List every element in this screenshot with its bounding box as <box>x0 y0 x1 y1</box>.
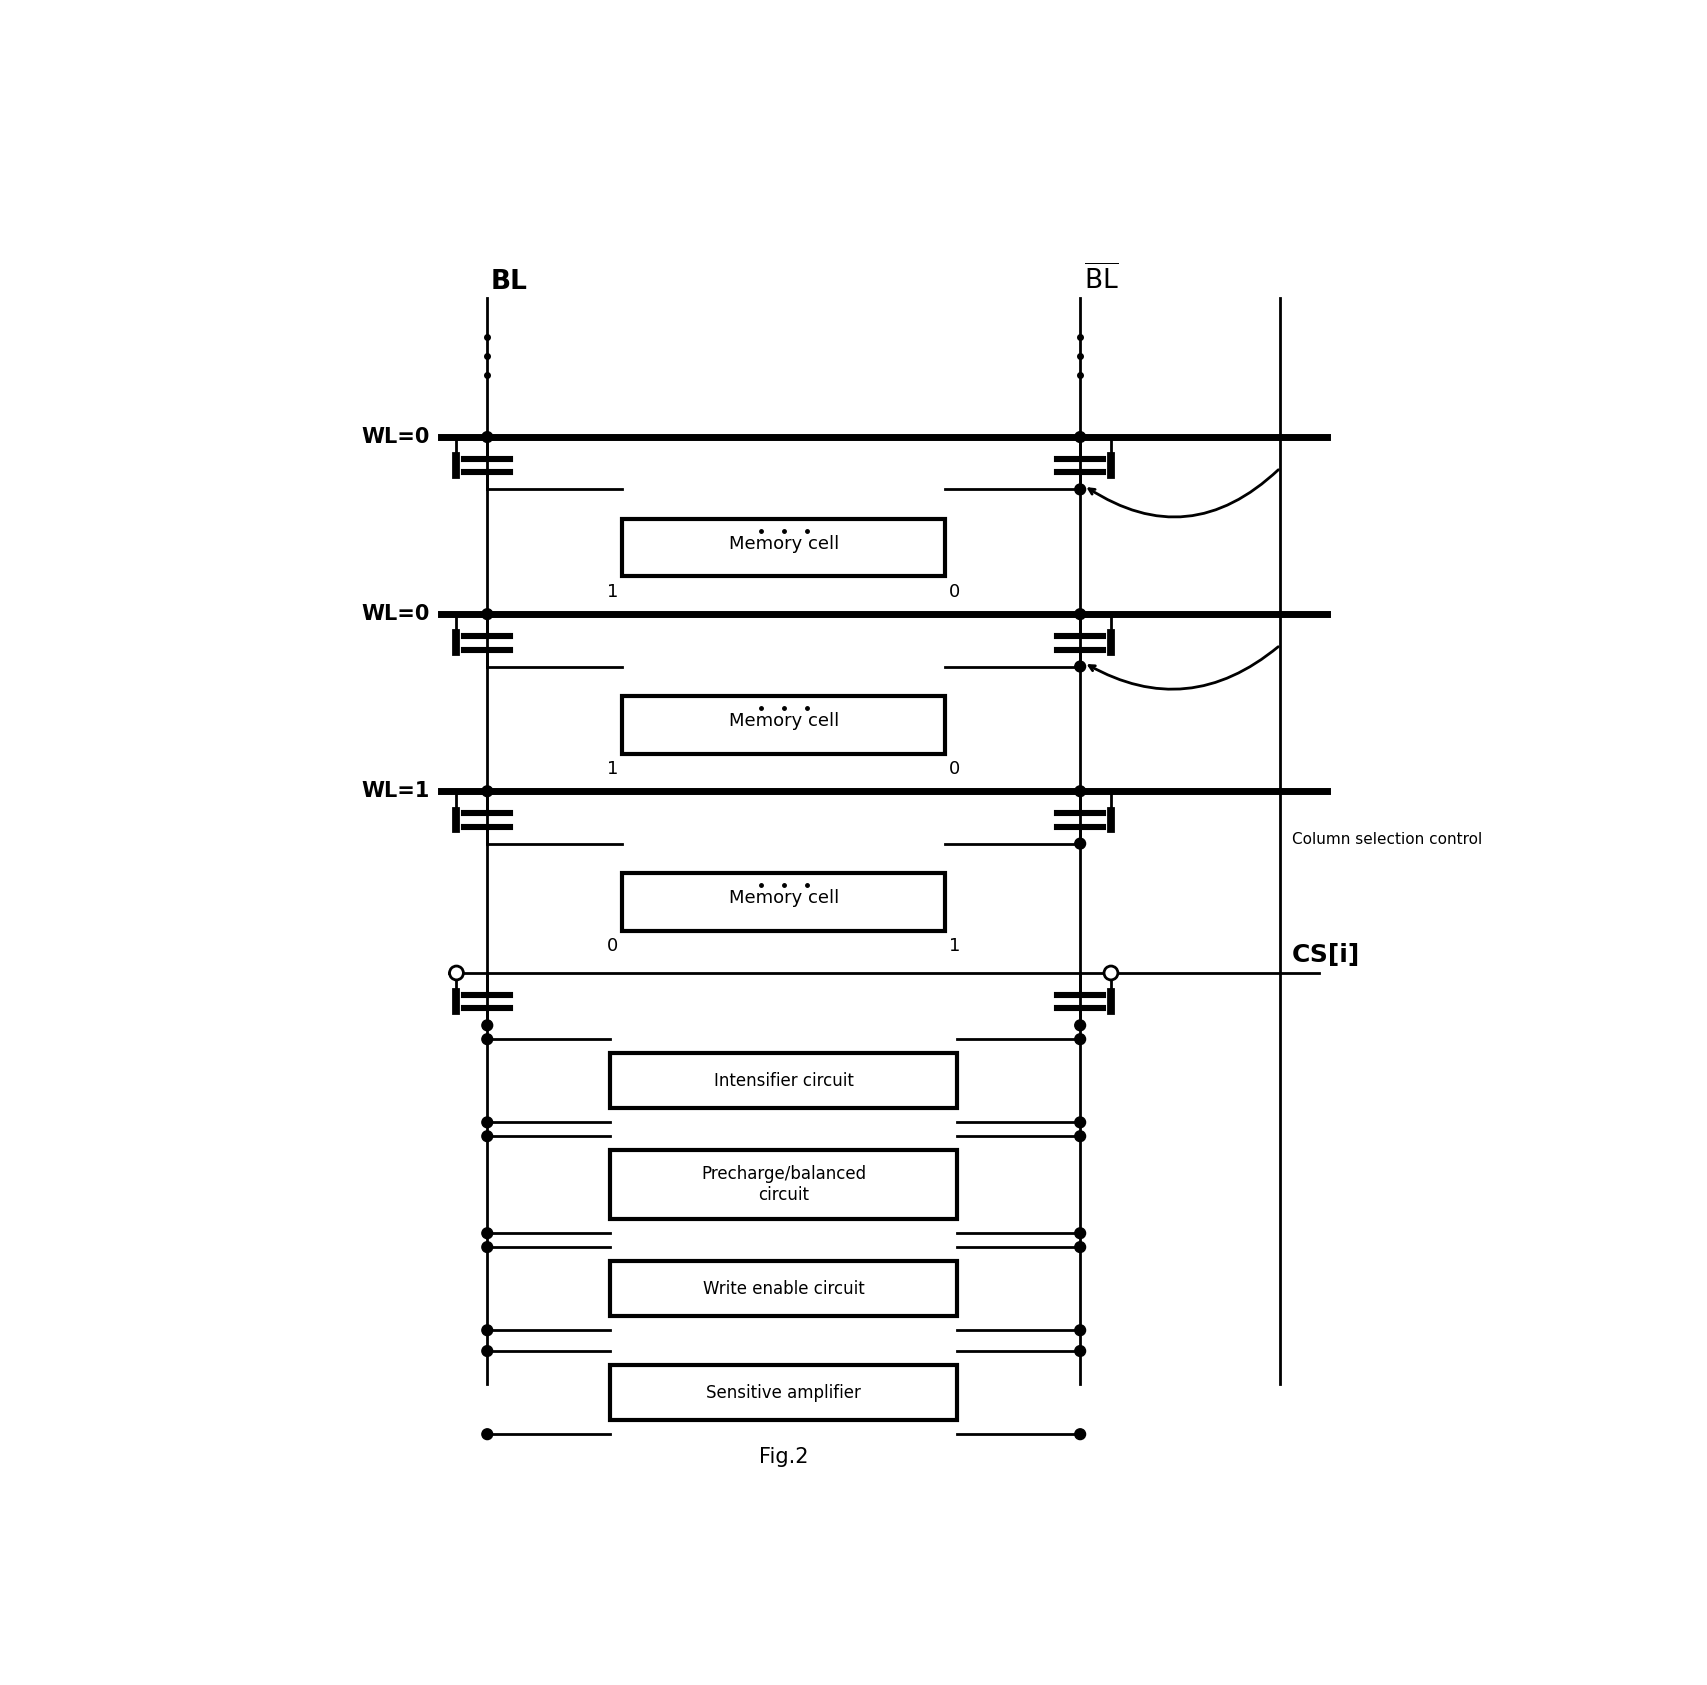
Text: Sensitive amplifier: Sensitive amplifier <box>707 1383 860 1402</box>
Text: Memory cell: Memory cell <box>729 534 838 553</box>
Circle shape <box>1074 608 1086 620</box>
Text: Memory cell: Memory cell <box>729 890 838 907</box>
Text: 0: 0 <box>949 583 959 600</box>
Circle shape <box>481 1429 492 1439</box>
Circle shape <box>481 431 492 443</box>
Circle shape <box>481 1117 492 1127</box>
Circle shape <box>1074 1117 1086 1127</box>
Circle shape <box>481 608 492 620</box>
Bar <box>609 1365 956 1420</box>
Text: WL=1: WL=1 <box>360 782 428 802</box>
Circle shape <box>481 1131 492 1142</box>
Circle shape <box>481 1346 492 1356</box>
Circle shape <box>1074 661 1086 672</box>
Text: Intensifier circuit: Intensifier circuit <box>714 1072 854 1090</box>
Circle shape <box>449 966 463 981</box>
Circle shape <box>1074 1429 1086 1439</box>
Circle shape <box>1074 1228 1086 1238</box>
Text: Memory cell: Memory cell <box>729 711 838 730</box>
Circle shape <box>1074 431 1086 443</box>
Circle shape <box>481 785 492 797</box>
Text: 1: 1 <box>606 760 618 778</box>
Text: CS[i]: CS[i] <box>1290 944 1359 967</box>
Circle shape <box>481 1242 492 1252</box>
Text: BL: BL <box>492 268 527 295</box>
Bar <box>621 873 946 930</box>
Circle shape <box>1103 966 1118 981</box>
Bar <box>609 1053 956 1109</box>
Circle shape <box>1074 837 1086 849</box>
Circle shape <box>1074 1346 1086 1356</box>
Text: Precharge/balanced
circuit: Precharge/balanced circuit <box>702 1166 865 1205</box>
Bar <box>621 696 946 753</box>
Text: 0: 0 <box>949 760 959 778</box>
Bar <box>621 519 946 576</box>
Bar <box>609 1260 956 1316</box>
Circle shape <box>1074 1019 1086 1031</box>
Circle shape <box>481 1228 492 1238</box>
Text: WL=0: WL=0 <box>360 605 428 623</box>
Circle shape <box>481 1324 492 1336</box>
Text: $\overline{\mathrm{BL}}$: $\overline{\mathrm{BL}}$ <box>1084 265 1118 295</box>
Circle shape <box>481 1019 492 1031</box>
Text: WL=0: WL=0 <box>360 426 428 447</box>
Text: 1: 1 <box>606 583 618 600</box>
Text: 0: 0 <box>606 937 618 955</box>
Circle shape <box>1074 1035 1086 1045</box>
Text: Column selection control: Column selection control <box>1290 832 1482 848</box>
Text: Fig.2: Fig.2 <box>758 1447 807 1468</box>
Circle shape <box>1074 785 1086 797</box>
Text: 1: 1 <box>949 937 959 955</box>
Text: Write enable circuit: Write enable circuit <box>703 1279 864 1297</box>
Circle shape <box>481 1035 492 1045</box>
Circle shape <box>1074 484 1086 495</box>
Circle shape <box>1074 1242 1086 1252</box>
Circle shape <box>1074 1131 1086 1142</box>
Circle shape <box>1074 1324 1086 1336</box>
Bar <box>609 1151 956 1220</box>
